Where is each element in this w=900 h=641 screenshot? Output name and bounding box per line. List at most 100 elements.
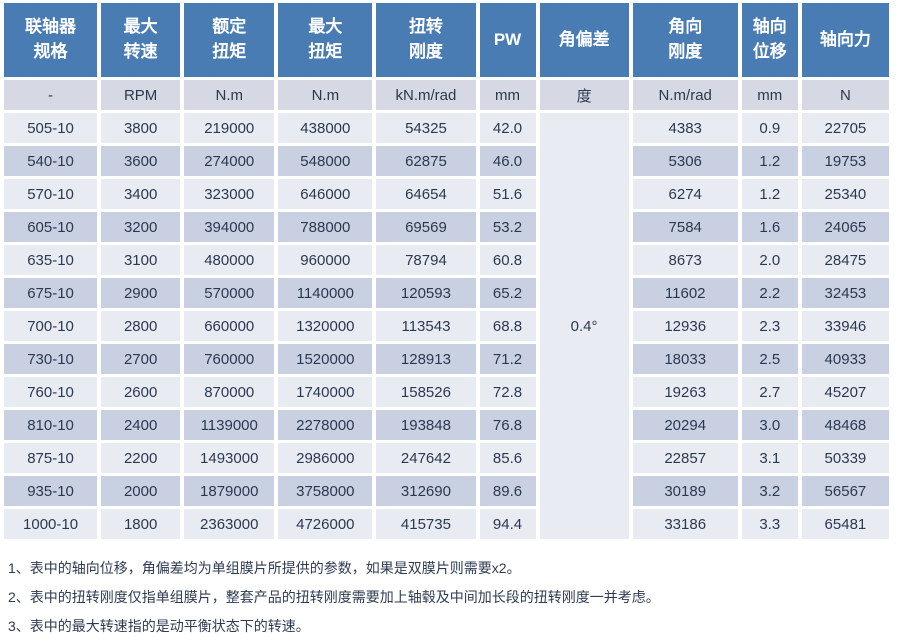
- table-cell: 85.6: [479, 443, 536, 473]
- table-cell: 65.2: [479, 278, 536, 308]
- table-cell: 33946: [801, 311, 889, 341]
- unit-cell-1: RPM: [101, 80, 181, 110]
- table-row: 730-10 2700 760000 1520000 128913 71.2 18033 2.…: [4, 344, 889, 374]
- table-cell: 12936: [632, 311, 738, 341]
- table-cell: 30189: [632, 476, 738, 506]
- footnote-1: 1、表中的轴向位移，角偏差均为单组膜片所提供的参数，如果是双膜片则需要x2。: [8, 560, 521, 576]
- table-cell: 42.0: [479, 113, 536, 143]
- table-cell: 1740000: [278, 377, 373, 407]
- table-cell: 4726000: [278, 509, 373, 539]
- table-cell: 2.5: [741, 344, 798, 374]
- table-cell: 3.2: [741, 476, 798, 506]
- table-cell: 247642: [376, 443, 476, 473]
- header-cell-5: PW: [479, 3, 536, 77]
- table-cell: 89.6: [479, 476, 536, 506]
- table-cell: 2.2: [741, 278, 798, 308]
- table-cell: 19753: [801, 146, 889, 176]
- table-row: 935-10 2000 1879000 3758000 312690 89.6 30189 3…: [4, 476, 889, 506]
- table-cell: 2363000: [184, 509, 275, 539]
- header-cell-2: 额定 扭矩: [184, 3, 275, 77]
- table-row: 675-10 2900 570000 1140000 120593 65.2 11602 2.…: [4, 278, 889, 308]
- table-cell: 18033: [632, 344, 738, 374]
- table-cell: 53.2: [479, 212, 536, 242]
- table-cell: 675-10: [4, 278, 98, 308]
- table-cell: 5306: [632, 146, 738, 176]
- table-cell: 56567: [801, 476, 889, 506]
- header-cell-1: 最大 转速: [101, 3, 181, 77]
- table-cell: 570-10: [4, 179, 98, 209]
- table-cell: 11602: [632, 278, 738, 308]
- table-cell: 2278000: [278, 410, 373, 440]
- table-cell: 3600: [101, 146, 181, 176]
- table-row: 875-10 2200 1493000 2986000 247642 85.6 22857 3…: [4, 443, 889, 473]
- table-cell: 960000: [278, 245, 373, 275]
- footnote-2: 2、表中的扭转刚度仅指单组膜片，整套产品的扭转刚度需要加上轴毂及中间加长段的扭转…: [8, 589, 660, 605]
- table-cell: 7584: [632, 212, 738, 242]
- table-cell: 570000: [184, 278, 275, 308]
- table-cell: 660000: [184, 311, 275, 341]
- table-cell: 3.1: [741, 443, 798, 473]
- table-cell: 24065: [801, 212, 889, 242]
- table-cell: 2900: [101, 278, 181, 308]
- table-cell: 438000: [278, 113, 373, 143]
- table-cell: 2.3: [741, 311, 798, 341]
- table-cell: 1000-10: [4, 509, 98, 539]
- table-cell: 760-10: [4, 377, 98, 407]
- table-cell: 0.9: [741, 113, 798, 143]
- table-row: 700-10 2800 660000 1320000 113543 68.8 12936 2.…: [4, 311, 889, 341]
- table-cell: 730-10: [4, 344, 98, 374]
- table-cell: 3400: [101, 179, 181, 209]
- table-cell: 788000: [278, 212, 373, 242]
- header-cell-6: 角偏差: [539, 3, 629, 77]
- table-cell: 64654: [376, 179, 476, 209]
- table-cell: 113543: [376, 311, 476, 341]
- table-cell: 51.6: [479, 179, 536, 209]
- table-cell: 32453: [801, 278, 889, 308]
- table-cell: 415735: [376, 509, 476, 539]
- header-cell-7: 角向 刚度: [632, 3, 738, 77]
- table-cell: 8673: [632, 245, 738, 275]
- table-cell: 810-10: [4, 410, 98, 440]
- unit-cell-7: N.m/rad: [632, 80, 738, 110]
- table-cell: 94.4: [479, 509, 536, 539]
- table-cell: 548000: [278, 146, 373, 176]
- table-cell: 3100: [101, 245, 181, 275]
- table-cell: 2986000: [278, 443, 373, 473]
- table-cell: 635-10: [4, 245, 98, 275]
- table-row: 540-10 3600 274000 548000 62875 46.0 5306 1.2 19…: [4, 146, 889, 176]
- header-cell-3: 最大 扭矩: [278, 3, 373, 77]
- table-cell: 1.6: [741, 212, 798, 242]
- unit-cell-0: -: [4, 80, 98, 110]
- table-cell: 1879000: [184, 476, 275, 506]
- unit-cell-2: N.m: [184, 80, 275, 110]
- table-cell: 312690: [376, 476, 476, 506]
- table-cell: 870000: [184, 377, 275, 407]
- table-cell: 3.3: [741, 509, 798, 539]
- unit-cell-5: mm: [479, 80, 536, 110]
- table-row: 570-10 3400 323000 646000 64654 51.6 6274 1.2 25…: [4, 179, 889, 209]
- table-cell: 54325: [376, 113, 476, 143]
- table-cell: 78794: [376, 245, 476, 275]
- table-cell: 540-10: [4, 146, 98, 176]
- table-cell: 2200: [101, 443, 181, 473]
- table-cell: 62875: [376, 146, 476, 176]
- header-row: 联轴器 规格 最大 转速 额定 扭矩 最大 扭矩 扭转 刚度 PW 角偏差 角向 刚度 轴向 位…: [4, 3, 889, 77]
- table-cell: 875-10: [4, 443, 98, 473]
- table-cell: 2000: [101, 476, 181, 506]
- table-cell: 71.2: [479, 344, 536, 374]
- table-row: 1000-10 1800 2363000 4726000 415735 94.4 33186…: [4, 509, 889, 539]
- table-cell: 69569: [376, 212, 476, 242]
- table-cell: 1.2: [741, 146, 798, 176]
- table-cell: 22705: [801, 113, 889, 143]
- table-cell: 1320000: [278, 311, 373, 341]
- footnote-3: 3、表中的最大转速指的是动平衡状态下的转速。: [8, 618, 310, 634]
- header-cell-4: 扭转 刚度: [376, 3, 476, 77]
- table-row: 810-10 2400 1139000 2278000 193848 76.8 20294 3…: [4, 410, 889, 440]
- table-cell: 2400: [101, 410, 181, 440]
- table-row: 505-10 3800 219000 438000 54325 42.0 0.4° 4383 0…: [4, 113, 889, 539]
- table-cell: 46.0: [479, 146, 536, 176]
- table-cell: 128913: [376, 344, 476, 374]
- table-row: 760-10 2600 870000 1740000 158526 72.8 19263 2.…: [4, 377, 889, 407]
- table-cell: 1493000: [184, 443, 275, 473]
- table-cell: 20294: [632, 410, 738, 440]
